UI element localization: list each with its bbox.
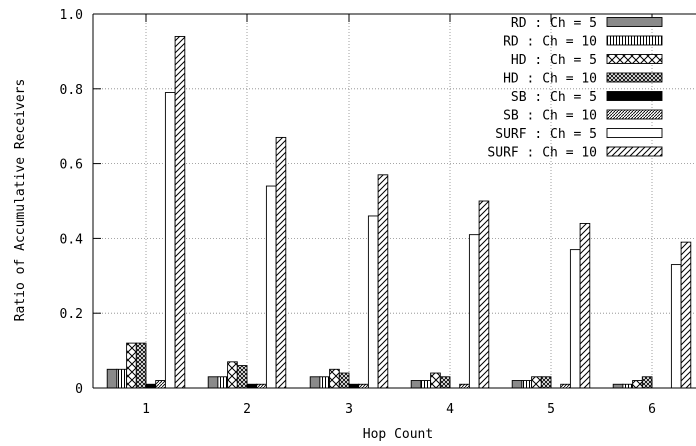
bar — [126, 342, 137, 389]
bar — [622, 383, 634, 389]
bar — [275, 136, 287, 389]
bar — [329, 368, 340, 389]
bar — [632, 380, 643, 389]
legend-swatch — [606, 54, 663, 64]
y-tick-label: 1.0 — [60, 8, 83, 23]
bar — [348, 383, 360, 389]
x-tick-label: 5 — [547, 402, 555, 417]
bar — [377, 174, 389, 389]
bar — [358, 383, 369, 389]
bar — [106, 368, 118, 389]
bar — [265, 185, 277, 389]
bar — [217, 376, 229, 389]
bar — [478, 200, 490, 389]
legend-swatch — [606, 109, 663, 120]
legend-swatch — [606, 91, 663, 101]
x-tick-label: 2 — [243, 402, 251, 417]
legend-label: SB : Ch = 5 — [511, 90, 597, 105]
bar — [319, 376, 331, 389]
legend-label: HD : Ch = 5 — [511, 53, 597, 68]
bar — [338, 372, 350, 389]
grid-lines — [93, 14, 696, 388]
y-tick-label: 0.6 — [60, 158, 83, 173]
bar — [569, 249, 581, 389]
legend-swatch — [606, 17, 663, 27]
bar — [612, 383, 624, 389]
legend-label: SURF : Ch = 5 — [495, 127, 597, 142]
bar — [135, 342, 147, 389]
bar — [236, 365, 248, 389]
legend-swatch — [606, 72, 663, 83]
legend: RD : Ch = 5 RD : Ch = 10 HD : Ch = 5 HD : C… — [487, 16, 663, 161]
y-tick-label: 0.2 — [60, 307, 83, 322]
bar — [155, 380, 166, 389]
bar — [174, 35, 186, 389]
y-tick-label: 0.8 — [60, 83, 83, 98]
bar — [256, 383, 267, 389]
bar — [521, 380, 533, 389]
bar — [459, 383, 470, 389]
x-tick-label: 4 — [446, 402, 454, 417]
bar — [439, 376, 451, 389]
bar — [430, 372, 441, 389]
x-tick-label: 1 — [142, 402, 150, 417]
y-tick-label: 0 — [75, 382, 83, 397]
bar — [641, 376, 653, 389]
bar — [670, 264, 682, 389]
axes: 0 0.2 0.4 0.6 0.8 1.0 1 2 3 4 5 6 — [60, 8, 696, 417]
bar — [410, 380, 422, 389]
bar — [309, 376, 321, 389]
legend-swatch — [606, 128, 663, 138]
x-tick-label: 6 — [648, 402, 656, 417]
x-axis-label: Hop Count — [363, 427, 433, 442]
legend-swatch — [606, 35, 663, 46]
bars — [106, 35, 692, 389]
bar — [116, 368, 128, 389]
bar — [420, 380, 432, 389]
legend-label: SB : Ch = 10 — [503, 109, 597, 124]
legend-swatch — [606, 146, 663, 157]
bar — [164, 92, 176, 389]
y-tick-label: 0.4 — [60, 232, 84, 247]
bar — [680, 241, 692, 389]
bar — [511, 380, 523, 389]
bar — [540, 376, 552, 389]
bar — [531, 376, 542, 389]
legend-label: HD : Ch = 10 — [503, 72, 597, 87]
bar — [246, 383, 258, 389]
x-tick-label: 3 — [345, 402, 353, 417]
legend-label: RD : Ch = 5 — [511, 16, 597, 31]
y-axis-label: Ratio of Accumulative Receivers — [13, 79, 28, 322]
bar — [579, 222, 591, 389]
bar — [468, 234, 480, 389]
legend-label: RD : Ch = 10 — [503, 35, 597, 50]
bar — [227, 361, 238, 389]
bar — [367, 215, 379, 389]
bar — [207, 376, 219, 389]
bar — [145, 383, 157, 389]
bar — [560, 383, 571, 389]
legend-label: SURF : Ch = 10 — [487, 146, 597, 161]
